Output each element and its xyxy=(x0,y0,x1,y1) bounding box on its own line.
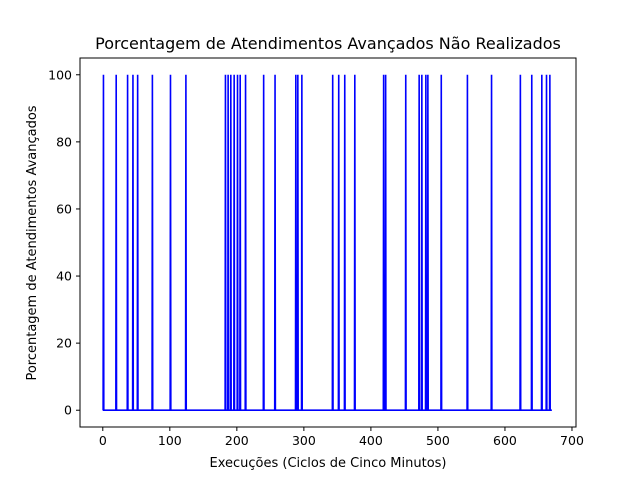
series-line xyxy=(102,74,552,412)
x-tick-label: 100 xyxy=(158,433,182,448)
x-tick-label: 700 xyxy=(560,433,584,448)
y-tick-label: 100 xyxy=(48,67,72,82)
x-tick-label: 300 xyxy=(292,433,316,448)
y-tick-label: 80 xyxy=(56,134,72,149)
y-tick-label: 20 xyxy=(56,336,72,351)
y-tick-label: 40 xyxy=(56,269,72,284)
x-tick-label: 400 xyxy=(359,433,383,448)
x-tick-label: 0 xyxy=(99,433,107,448)
x-tick-label: 600 xyxy=(493,433,517,448)
x-tick-label: 500 xyxy=(426,433,450,448)
y-tick-label: 0 xyxy=(64,403,72,418)
axes-layer: 0 100 200 300 400 500 600 700 0 20 40 60 80 100 xyxy=(48,57,584,448)
x-tick-label: 200 xyxy=(225,433,249,448)
y-tick-label: 60 xyxy=(56,201,72,216)
y-axis-label: Porcentagem de Atendimentos Avançados xyxy=(25,105,40,380)
x-axis-label: Execuções (Ciclos de Cinco Minutos) xyxy=(209,456,446,471)
axes-frame xyxy=(79,57,577,428)
chart-title: Porcentagem de Atendimentos Avançados Nã… xyxy=(95,34,561,53)
plot-layer xyxy=(102,74,552,412)
